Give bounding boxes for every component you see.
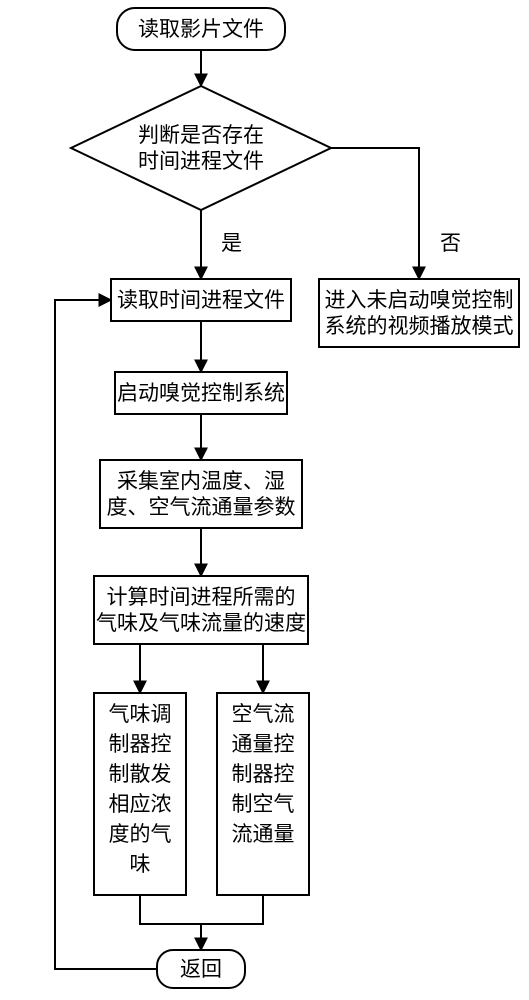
edge bbox=[140, 895, 201, 924]
node-start: 读取影片文件 bbox=[117, 8, 285, 50]
node-text: 空气流 bbox=[232, 702, 295, 726]
node-text: 制散发 bbox=[109, 762, 172, 786]
node-text: 采集室内温度、湿 bbox=[117, 469, 285, 493]
node-text: 度的气 bbox=[109, 822, 172, 846]
node-text: 系统的视频播放模式 bbox=[325, 314, 514, 338]
node-text: 计算时间进程所需的 bbox=[107, 585, 296, 609]
node-collect: 采集室内温度、湿度、空气流通量参数 bbox=[100, 460, 302, 528]
node-text: 味 bbox=[130, 852, 151, 876]
node-text: 时间进程文件 bbox=[138, 149, 264, 173]
node-left_branch: 气味调制器控制散发相应浓度的气味 bbox=[94, 693, 186, 895]
node-text: 启动嗅觉控制系统 bbox=[117, 381, 285, 405]
node-start_smell: 启动嗅觉控制系统 bbox=[115, 372, 287, 414]
node-text: 度、空气流通量参数 bbox=[107, 495, 296, 519]
node-calc: 计算时间进程所需的气味及气味流量的速度 bbox=[94, 576, 308, 644]
edge bbox=[331, 148, 419, 279]
node-text: 进入未启动嗅觉控制 bbox=[325, 288, 514, 312]
node-text: 制器控 bbox=[109, 732, 172, 756]
node-read_time: 读取时间进程文件 bbox=[111, 279, 291, 321]
node-decision: 判断是否存在时间进程文件 bbox=[71, 86, 331, 210]
node-text: 气味及气味流量的速度 bbox=[96, 611, 306, 635]
flow-nodes: 读取影片文件判断是否存在时间进程文件读取时间进程文件进入未启动嗅觉控制系统的视频… bbox=[71, 8, 519, 988]
node-text: 判断是否存在 bbox=[138, 123, 264, 147]
node-text: 相应浓 bbox=[109, 792, 172, 816]
no-label: 否 bbox=[440, 231, 461, 255]
node-no_path: 进入未启动嗅觉控制系统的视频播放模式 bbox=[319, 279, 519, 347]
node-text: 读取时间进程文件 bbox=[117, 288, 285, 312]
node-text: 制空气 bbox=[232, 792, 295, 816]
node-text: 读取影片文件 bbox=[138, 17, 264, 41]
node-right_branch: 空气流通量控制器控制空气流通量 bbox=[217, 693, 309, 895]
edge bbox=[201, 895, 263, 924]
node-text: 返回 bbox=[180, 957, 222, 981]
node-text: 制器控 bbox=[232, 762, 295, 786]
node-text: 流通量 bbox=[232, 822, 295, 846]
yes-label: 是 bbox=[221, 231, 242, 255]
node-text: 气味调 bbox=[109, 702, 172, 726]
node-text: 通量控 bbox=[232, 732, 295, 756]
node-return: 返回 bbox=[157, 950, 245, 988]
